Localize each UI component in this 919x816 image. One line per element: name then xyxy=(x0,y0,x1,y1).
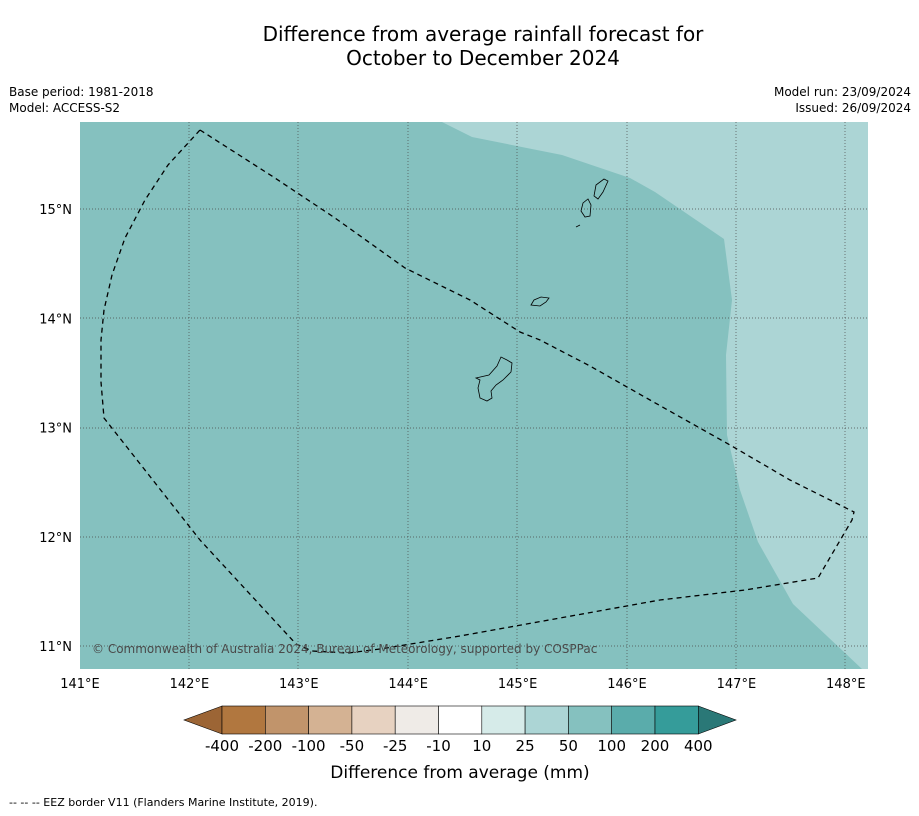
colorbar-extend-high xyxy=(697,705,737,735)
footnote: -- -- -- EEZ border V11 (Flanders Marine… xyxy=(9,796,318,809)
colorbar-swatch xyxy=(264,705,309,735)
lat-tick-label: 14°N xyxy=(39,312,72,327)
tinian-island xyxy=(580,198,592,218)
colorbar-tick-label: 25 xyxy=(516,737,535,755)
colorbar-title: Difference from average (mm) xyxy=(330,763,589,783)
lat-tick-label: 12°N xyxy=(39,531,72,546)
map-area xyxy=(80,122,868,669)
colorbar-swatch xyxy=(481,705,526,735)
rota-island xyxy=(530,296,550,307)
lon-tick-label: 148°E xyxy=(826,677,866,692)
model-run: Model run: 23/09/2024 xyxy=(773,85,911,99)
lon-tick-label: 147°E xyxy=(717,677,757,692)
lat-tick-label: 11°N xyxy=(39,640,72,655)
colorbar-tick-label: -10 xyxy=(426,737,451,755)
map-figure: © Commonwealth of Australia 2024, Bureau… xyxy=(39,122,868,783)
base-period: Base period: 1981-2018 xyxy=(9,85,154,99)
colorbar-tick-label: -25 xyxy=(383,737,408,755)
colorbar-tick-label: 100 xyxy=(597,737,626,755)
colorbar: -400 -200 -100 -50 -25 -10 10 25 50 100 200 400 xyxy=(183,705,737,755)
lon-tick-label: 143°E xyxy=(279,677,319,692)
title-line-2: October to December 2024 xyxy=(346,46,620,70)
lat-tick-labels: 15°N 14°N 13°N 12°N 11°N xyxy=(39,203,72,655)
colorbar-swatch xyxy=(351,705,396,735)
colorbar-tick-label: -100 xyxy=(292,737,326,755)
colorbar-tick-label: -200 xyxy=(248,737,282,755)
lon-tick-label: 141°E xyxy=(60,677,100,692)
lon-tick-label: 145°E xyxy=(498,677,538,692)
colorbar-tick-label: 10 xyxy=(472,737,491,755)
lon-tick-label: 146°E xyxy=(607,677,647,692)
colorbar-swatch xyxy=(611,705,656,735)
model-name: Model: ACCESS-S2 xyxy=(9,101,121,115)
colorbar-swatch xyxy=(524,705,569,735)
lat-tick-label: 13°N xyxy=(39,422,72,437)
rain-band-25-50 xyxy=(442,122,868,669)
lon-tick-label: 142°E xyxy=(170,677,210,692)
guam-island xyxy=(474,356,513,402)
colorbar-tick-label: 400 xyxy=(684,737,713,755)
meta-right: Model run: 23/09/2024 Issued: 26/09/2024 xyxy=(774,84,911,116)
meta-left: Base period: 1981-2018 Model: ACCESS-S2 xyxy=(9,84,154,116)
colorbar-tick-label: -50 xyxy=(340,737,365,755)
colorbar-swatch xyxy=(308,705,353,735)
lon-tick-labels: 141°E 142°E 143°E 144°E 145°E 146°E 147°E 148°E xyxy=(60,677,865,692)
island-outlines xyxy=(474,178,609,402)
eez-border xyxy=(100,129,855,654)
copyright-text: © Commonwealth of Australia 2024, Bureau… xyxy=(92,642,597,656)
colorbar-swatch xyxy=(654,705,699,735)
colorbar-tick-label: -400 xyxy=(205,737,239,755)
gridlines xyxy=(80,122,868,669)
colorbar-swatch xyxy=(221,705,266,735)
colorbar-tick-label: 200 xyxy=(641,737,670,755)
aguijan-island xyxy=(575,224,581,228)
colorbar-swatch xyxy=(394,705,439,735)
colorbar-swatch xyxy=(568,705,613,735)
colorbar-tick-label: 50 xyxy=(559,737,578,755)
saipan-island xyxy=(593,178,609,200)
title-line-1: Difference from average rainfall forecas… xyxy=(262,22,704,46)
lon-tick-label: 144°E xyxy=(388,677,428,692)
chart-title: Difference from average rainfall forecas… xyxy=(0,22,919,70)
colorbar-swatch xyxy=(438,705,483,735)
lat-tick-label: 15°N xyxy=(39,203,72,218)
issued-date: Issued: 26/09/2024 xyxy=(795,101,911,115)
colorbar-extend-low xyxy=(183,705,223,735)
